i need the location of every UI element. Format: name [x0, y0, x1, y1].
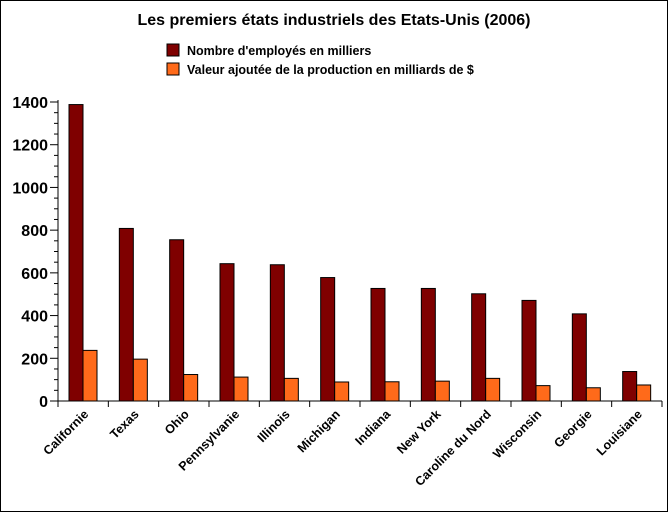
legend-label-2: Valeur ajoutée de la production en milli…: [187, 63, 474, 77]
bar-value-added: [334, 381, 350, 402]
x-tick-label: Michigan: [295, 407, 343, 455]
x-tick-label: Texas: [107, 407, 141, 441]
legend-label-1: Nombre d'employés en milliers: [187, 44, 371, 58]
y-tick-label: 400: [21, 309, 48, 326]
legend-swatch-2: [166, 62, 180, 76]
bar-employees: [68, 104, 84, 402]
bar-value-added: [535, 385, 551, 402]
bars: [68, 104, 652, 402]
bar-employees: [320, 277, 336, 402]
bar-employees: [521, 299, 537, 402]
bar-value-added: [384, 381, 400, 402]
bar-employees: [118, 227, 134, 402]
bar-employees: [622, 371, 638, 402]
x-tick-label: Indiana: [352, 406, 394, 448]
x-tick-label: Ohio: [162, 407, 192, 437]
axes: 0 200 400 600 800 1000 1200 1400: [12, 95, 663, 411]
x-tick-label: Georgie: [551, 407, 594, 450]
y-tick-label: 200: [21, 351, 48, 368]
y-tick-label: 1000: [12, 180, 48, 197]
x-tick-label: New York: [394, 407, 443, 456]
y-tick-label: 800: [21, 223, 48, 240]
y-tick-label: 1400: [12, 95, 48, 112]
bar-value-added: [636, 384, 652, 402]
x-tick-label: Wisconsin: [490, 407, 544, 461]
bar-employees: [571, 313, 587, 402]
legend-swatch-1: [166, 43, 180, 57]
y-tick-label: 1200: [12, 138, 48, 155]
bar-employees: [420, 287, 436, 402]
bar-value-added: [82, 349, 98, 402]
bar-value-added: [585, 387, 601, 402]
bar-employees: [370, 287, 386, 402]
y-tick-label: 0: [39, 394, 48, 411]
x-tick-label: Illinois: [255, 407, 293, 445]
bar-employees: [269, 264, 285, 402]
legend: Nombre d'employés en milliers Valeur ajou…: [166, 43, 474, 77]
bar-employees: [471, 293, 487, 402]
bar-value-added: [183, 374, 199, 402]
bar-employees: [219, 263, 235, 402]
x-tick-label: Californie: [41, 407, 92, 458]
x-tick-label: Louisiane: [594, 407, 645, 458]
y-tick-label: 600: [21, 266, 48, 283]
bar-value-added: [132, 358, 148, 402]
bar-value-added: [283, 377, 299, 402]
bar-value-added: [233, 376, 249, 402]
bar-employees: [169, 239, 185, 402]
chart-title: Les premiers états industriels des Etats…: [137, 12, 530, 29]
bar-value-added: [485, 377, 501, 402]
bar-value-added: [434, 380, 450, 402]
